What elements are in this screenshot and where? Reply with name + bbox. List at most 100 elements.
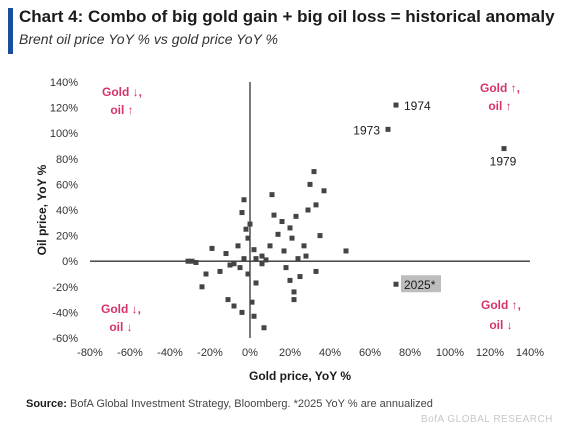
- quadrant-sublabel-top-right: oil ↑: [488, 99, 511, 113]
- scatter-point: [275, 231, 281, 237]
- watermark: BofA GLOBAL RESEARCH: [421, 414, 553, 425]
- chart-subtitle: Brent oil price YoY % vs gold price YoY …: [19, 31, 278, 47]
- scatter-point: [245, 235, 251, 241]
- scatter-point: [239, 309, 245, 315]
- scatter-point: [303, 253, 309, 259]
- scatter-point: [311, 169, 317, 175]
- scatter-point: [253, 280, 259, 286]
- scatter-point: [267, 243, 273, 249]
- scatter-point: [305, 207, 311, 213]
- scatter-point: [283, 265, 289, 271]
- scatter-point: [223, 251, 229, 257]
- y-tick-label: 140%: [50, 77, 78, 89]
- y-tick-label: -60%: [52, 333, 78, 345]
- scatter-point: [251, 313, 257, 319]
- scatter-point: [231, 303, 237, 309]
- quadrant-sublabel-top-left: oil ↑: [110, 103, 133, 117]
- x-tick-label: -80%: [77, 347, 103, 359]
- quadrant-label-bottom-left: Gold ↓,: [101, 302, 141, 316]
- scatter-point: [243, 226, 249, 232]
- scatter-point: [259, 261, 265, 267]
- source-note: Source: BofA Global Investment Strategy,…: [26, 398, 433, 410]
- scatter-point: [193, 259, 199, 265]
- scatter-point: [313, 268, 319, 274]
- y-axis-label: Oil price, YoY %: [35, 164, 49, 255]
- point-label: 1974: [404, 99, 431, 113]
- scatter-point: [317, 233, 323, 239]
- scatter-point: [231, 261, 237, 267]
- scatter-point: [289, 235, 295, 241]
- scatter-point: [241, 197, 247, 203]
- y-tick-label: 40%: [56, 205, 78, 217]
- x-tick-label: -20%: [197, 347, 223, 359]
- y-tick-label: -20%: [52, 282, 78, 294]
- x-tick-label: 140%: [516, 347, 544, 359]
- scatter-point: [225, 297, 231, 303]
- scatter-point: [241, 256, 247, 262]
- x-tick-label: 100%: [436, 347, 464, 359]
- scatter-point: [203, 271, 209, 277]
- scatter-point-1974: [393, 102, 399, 108]
- quadrant-sublabel-bottom-right: oil ↓: [489, 318, 512, 332]
- scatter-point: [227, 262, 233, 268]
- scatter-point: [279, 219, 285, 225]
- x-axis-label: Gold price, YoY %: [249, 369, 351, 383]
- scatter-point: [239, 210, 245, 216]
- y-tick-label: 60%: [56, 179, 78, 191]
- scatter-point: [287, 225, 293, 231]
- x-tick-label: 120%: [476, 347, 504, 359]
- highlight-box: [401, 275, 441, 293]
- source-label: Source:: [26, 398, 67, 410]
- scatter-point: [189, 258, 195, 264]
- scatter-point: [295, 256, 301, 262]
- x-tick-label: 20%: [279, 347, 301, 359]
- scatter-point: [185, 258, 191, 264]
- y-tick-label: 120%: [50, 103, 78, 115]
- point-label: 1973: [353, 123, 380, 137]
- scatter-point: [247, 221, 253, 227]
- scatter-point-1979: [501, 146, 507, 152]
- scatter-point: [263, 257, 269, 263]
- quadrant-sublabel-bottom-left: oil ↓: [109, 320, 132, 334]
- scatter-point: [251, 247, 257, 253]
- scatter-point: [287, 277, 293, 283]
- point-label: 2025*: [404, 278, 436, 292]
- scatter-point: [293, 213, 299, 219]
- x-tick-label: 60%: [359, 347, 381, 359]
- scatter-point: [237, 265, 243, 271]
- scatter-point: [301, 243, 307, 249]
- scatter-point: [199, 284, 205, 290]
- x-tick-label: -40%: [157, 347, 183, 359]
- scatter-point: [291, 297, 297, 303]
- quadrant-label-top-left: Gold ↓,: [102, 85, 142, 99]
- y-tick-label: 80%: [56, 154, 78, 166]
- scatter-point-2025*: [393, 281, 399, 287]
- scatter-point: [245, 271, 251, 277]
- title-accent-bar: [8, 8, 13, 54]
- scatter-point: [281, 248, 287, 254]
- scatter-point: [261, 325, 267, 331]
- x-tick-label: 80%: [399, 347, 421, 359]
- source-text: BofA Global Investment Strategy, Bloombe…: [70, 398, 433, 410]
- scatter-point: [235, 243, 241, 249]
- scatter-point: [313, 202, 319, 208]
- scatter-point: [271, 212, 277, 218]
- scatter-point: [249, 299, 255, 305]
- x-tick-label: 0%: [242, 347, 258, 359]
- scatter-point: [307, 181, 313, 187]
- scatter-point: [217, 268, 223, 274]
- quadrant-label-top-right: Gold ↑,: [480, 81, 520, 95]
- scatter-point: [269, 192, 275, 198]
- scatter-point: [259, 253, 265, 259]
- y-tick-label: 0%: [62, 256, 78, 268]
- scatter-point: [343, 248, 349, 254]
- quadrant-label-bottom-right: Gold ↑,: [481, 298, 521, 312]
- y-tick-label: 20%: [56, 231, 78, 243]
- x-tick-label: -60%: [117, 347, 143, 359]
- scatter-point: [209, 245, 215, 251]
- y-tick-label: 100%: [50, 128, 78, 140]
- scatter-point: [321, 188, 327, 194]
- chart-title: Chart 4: Combo of big gold gain + big oi…: [19, 7, 555, 26]
- scatter-point: [253, 256, 259, 262]
